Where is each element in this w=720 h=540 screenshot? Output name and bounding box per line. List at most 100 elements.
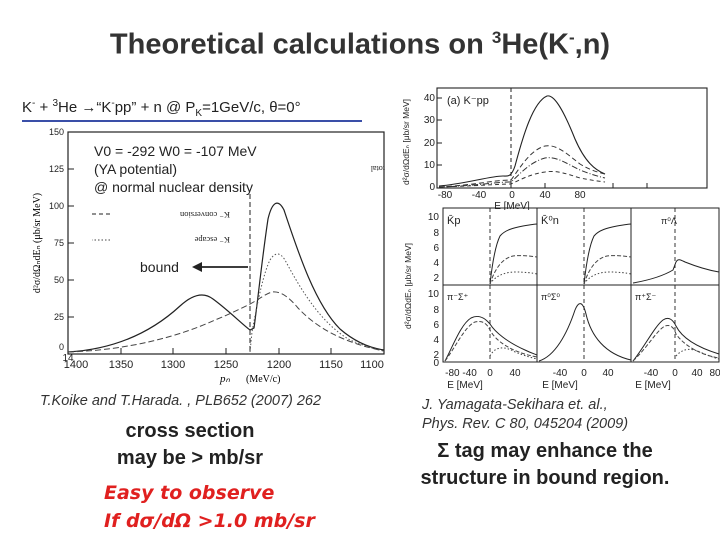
reaction-subtitle: K- + 3He →“K-pp” + n @ PK=1GeV/c, θ=0° (22, 98, 301, 119)
curve-pi0-sig0 (538, 303, 632, 362)
easy-observe-line-2: If dσ/dΩ >1.0 mb/sr (104, 510, 315, 532)
xtick-label: 1400 (64, 359, 88, 371)
ytick-label: 8 (433, 305, 439, 316)
panel-label-pi0-sig0: π⁰Σ⁰ (541, 292, 560, 302)
ytick-label: 4 (433, 258, 439, 269)
params-line-1: V0 = -292 W0 = -107 MeV (94, 143, 257, 159)
panel-label-pim-sigp: π⁻Σ⁺ (447, 292, 469, 302)
y-axis-label: d²σ/dΩdEₙ [μb/sr MeV] (403, 243, 413, 329)
ytick-label: 30 (424, 115, 436, 126)
subtitle-underline (22, 120, 362, 122)
ytick-label: 10 (428, 212, 440, 223)
x-axis-label-3: E [MeV] (635, 380, 671, 391)
ytick-label: 125 (49, 164, 64, 174)
escape-curve (249, 253, 385, 353)
curve-kbar0-n-total (583, 223, 632, 285)
slide-title: Theoretical calculations on 3He(K-,n) (109, 28, 611, 61)
ytick-label: 25 (54, 312, 64, 322)
xtick-label: 0 (581, 368, 587, 379)
curve-pim-sigp-total (444, 315, 538, 362)
params-line-2: (YA potential) (94, 161, 177, 177)
total-curve (67, 202, 385, 353)
sigma-tag-line-2: structure in bound region. (420, 467, 670, 489)
right-top-kpp-plot: 40 30 20 10 0 -80 -40 0 40 80 E [MeV] d²… (401, 87, 708, 210)
sigma-tag-line-1: Σ tag may enhance the (437, 440, 653, 462)
x-axis-variable: pₙ (219, 373, 231, 385)
curve-kbar0-n-dotted (583, 271, 632, 285)
curve-pip-sigm-dotted (675, 348, 720, 360)
params-line-3: @ normal nuclear density (94, 179, 253, 195)
xtick-label: 80 (574, 190, 586, 201)
xtick-label: -80 -40 (445, 368, 477, 379)
kpp-lower-curve (438, 171, 606, 188)
xtick-label: 40 (539, 190, 551, 201)
panel-label-kbar0-n: K̄⁰n (541, 214, 559, 227)
xtick-label: 40 (509, 368, 521, 379)
ytick-label: 40 (424, 93, 436, 104)
panel-label-pip-sigm: π⁺Σ⁻ (635, 292, 657, 302)
citation-yamagata-2: Phys. Rev. C 80, 045204 (2009) (422, 416, 629, 432)
ytick-label: 2 (433, 350, 439, 361)
conversion-curve (67, 291, 385, 353)
bound-label: bound (140, 259, 179, 275)
citation-koike: T.Koike and T.Harada. , PLB652 (2007) 26… (40, 393, 322, 409)
xtick-label: 1150 (319, 359, 343, 371)
ytick-label: 75 (54, 238, 64, 248)
xtick-label: -40 (553, 368, 568, 379)
y-axis-label: d²σ/dΩdEₙ [μb/sr MeV] (401, 99, 411, 185)
citation-yamagata-1: J. Yamagata-Sekihara et. al., (422, 397, 608, 413)
left-spectrum-plot: 150 125 100 75 50 25 0 1400 1350 1300 12… (32, 127, 385, 385)
ytick-label: 8 (433, 228, 439, 239)
kpp-total-curve (438, 95, 606, 187)
y-axis-label: d²σ/dΩₙdEₙ (μb/sr MeV) (32, 193, 43, 293)
ytick-label: 10 (428, 289, 440, 300)
ytick-label: 100 (49, 201, 64, 211)
xtick-label: 40 (602, 368, 614, 379)
curve-pi0-lambda (632, 259, 720, 284)
curve-pim-sigp-dotted (489, 347, 538, 360)
x-axis-label: E [MeV] (494, 201, 530, 210)
xtick-label: 1300 (161, 359, 185, 371)
xtick-label: -40 (644, 368, 659, 379)
panel-label-pi0-lambda: π⁰Λ (661, 216, 677, 226)
curve-kbar0-n-dashed (583, 255, 632, 285)
curve-kbar-p-total (489, 223, 538, 285)
xtick-label: 0 (487, 368, 493, 379)
legend-conversion: K⁻ conversion (179, 210, 230, 220)
legend-total: total (370, 164, 385, 173)
x-axis-unit: (MeV/c) (246, 374, 280, 385)
ytick-label: 6 (433, 243, 439, 254)
xtick-label: 1350 (109, 359, 133, 371)
ytick-label: 50 (54, 275, 64, 285)
curve-kbar-p-dashed (489, 255, 538, 285)
xtick-label: 1100 (360, 359, 384, 371)
ytick-label: 20 (424, 138, 436, 149)
panel-label: (a) K⁻pp (447, 95, 489, 107)
xtick-label: 1250 (214, 359, 238, 371)
curve-kbar-p-dotted (489, 271, 538, 285)
ytick-label: 2 (433, 273, 439, 284)
cross-section-line-2: may be > mb/sr (116, 447, 264, 469)
curve-pim-sigp-dashed (444, 321, 538, 362)
ytick-label: 0 (429, 182, 435, 193)
xtick-label: 0 (509, 190, 515, 201)
xtick-label: 0 (672, 368, 678, 379)
curve-pip-sigm-dashed (632, 325, 720, 362)
ytick-label: 10 (424, 160, 436, 171)
right-grid-channel-plots: 10 8 6 4 2 10 8 6 4 2 0 -80 -40 0 40 -40… (403, 207, 720, 391)
cross-section-line-1: cross section (125, 420, 255, 442)
xtick-label: -80 (438, 190, 453, 201)
origin-label: 14 (62, 353, 74, 364)
ytick-label: 0 (59, 342, 64, 352)
panel-label-kbar-p: K̄p (447, 214, 460, 227)
kpp-dashed-curve (438, 145, 606, 188)
xtick-label: 1200 (267, 359, 291, 371)
ytick-label: 150 (49, 127, 64, 137)
x-axis-label-2: E [MeV] (542, 380, 578, 391)
kpp-dashdot-curve (438, 157, 606, 188)
legend-escape: K⁻ escape (194, 235, 230, 245)
curve-pip-sigm-total (632, 317, 720, 362)
bound-arrow-head (192, 262, 202, 272)
xtick-label: 80 (709, 368, 720, 379)
xtick-label: 40 (691, 368, 703, 379)
